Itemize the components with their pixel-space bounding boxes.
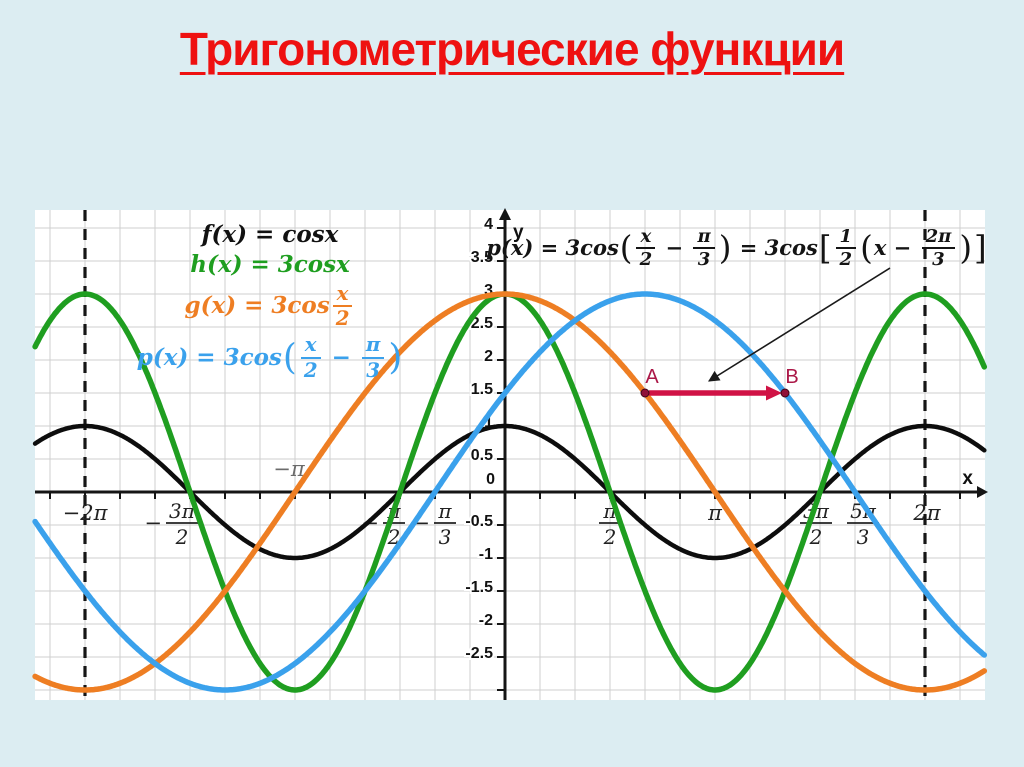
svg-text:2: 2 bbox=[809, 525, 823, 549]
point-label-A: A bbox=[645, 366, 659, 388]
x-tick-fraction: π3− bbox=[412, 499, 456, 549]
slide-title: Тригонометрические функции bbox=[179, 23, 845, 75]
y-tick-label: 1.5 bbox=[471, 381, 493, 398]
shift-arrow-head bbox=[766, 385, 783, 401]
x-axis-label: x bbox=[962, 468, 973, 489]
y-tick-label: 2 bbox=[484, 348, 493, 365]
chart-area: 4 3.5 3 2.5 2 1.5 1 0.5 -0.5 -1 -1.5 -2 -2.5 0 −2π 3π 2−… bbox=[32, 208, 988, 700]
y-tick-label: -2 bbox=[479, 612, 493, 629]
tick-marks bbox=[49, 227, 961, 691]
point-label-B: B bbox=[785, 366, 798, 388]
y-tick-label: 2.5 bbox=[471, 315, 493, 332]
y-tick-label: 3.5 bbox=[471, 249, 493, 266]
svg-text:3: 3 bbox=[439, 525, 452, 549]
legend-line-p: p(x) = 3cos(x 2 − π 3) bbox=[136, 332, 403, 382]
y-tick-label: -0.5 bbox=[465, 513, 493, 530]
formula-p-expanded: p(x) = 3cos(x 2 − π 3) = 3cos[1 2(x − 2π 3)] bbox=[486, 220, 987, 276]
y-tick-label: 4 bbox=[484, 216, 493, 233]
y-axis-arrow bbox=[499, 208, 511, 220]
top-formula: p(x) = 3cos(x 2 − π 3) = 3cos[1 2(x − 2π 3)] bbox=[486, 225, 987, 270]
svg-text:2: 2 bbox=[175, 525, 189, 549]
svg-text:−: − bbox=[144, 511, 162, 535]
annotation-arrow bbox=[708, 267, 891, 382]
x-tick-label: 2π bbox=[912, 501, 941, 525]
point-A bbox=[640, 388, 650, 398]
function-plot: 43.532.521.510.5-0.5-1-1.5-2-2.50−2π 3π2−… bbox=[32, 208, 988, 700]
legend-line-g: g(x) = 3cos x 2 bbox=[185, 282, 356, 330]
y-tick-label: 0.5 bbox=[471, 447, 493, 464]
svg-text:3: 3 bbox=[857, 525, 870, 549]
svg-text:π: π bbox=[437, 499, 452, 523]
origin-label: 0 bbox=[486, 471, 495, 488]
curve-g bbox=[32, 291, 988, 693]
x-tick-label: π bbox=[707, 501, 723, 525]
x-axis-arrow bbox=[977, 486, 988, 498]
y-axis-label: y bbox=[513, 222, 524, 243]
x-tick-label: −π bbox=[273, 457, 306, 481]
legend-line-h: h(x) = 3cosx bbox=[190, 251, 350, 279]
y-tick-label: -1 bbox=[479, 546, 493, 563]
y-tick-label: -2.5 bbox=[465, 645, 493, 662]
curve-p bbox=[32, 291, 988, 693]
x-tick-label: −2π bbox=[63, 501, 109, 525]
svg-text:2: 2 bbox=[603, 525, 617, 549]
y-tick-label: -1.5 bbox=[465, 579, 493, 596]
point-B bbox=[780, 388, 790, 398]
legend: f(x) = cosx h(x) = 3cosx g(x) = 3cos x 2 p(x)… bbox=[137, 221, 403, 381]
legend-line-f: f(x) = cosx bbox=[201, 221, 339, 248]
